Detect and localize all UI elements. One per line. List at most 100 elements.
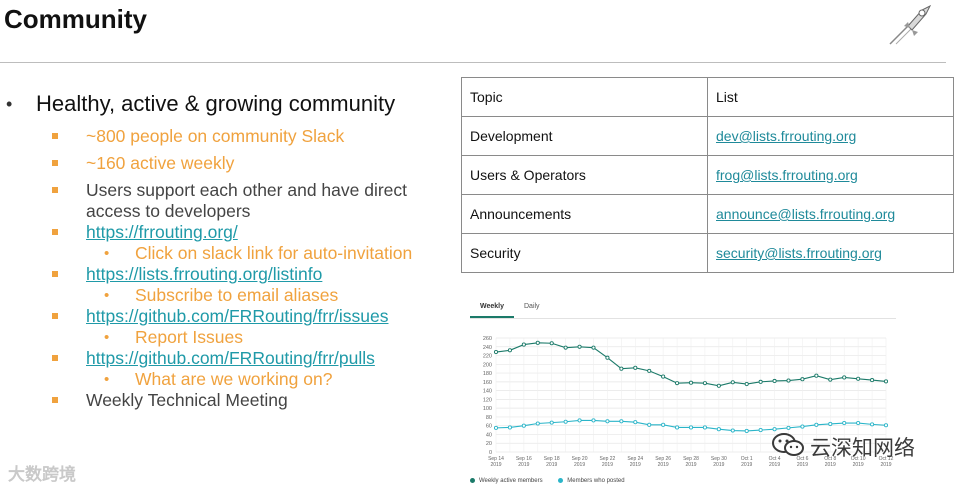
data-point-series-1 <box>842 421 847 426</box>
legend-label-weekly-active: Weekly active members <box>479 478 543 485</box>
data-point-series-1 <box>549 420 554 425</box>
data-point-series-1 <box>856 421 861 426</box>
legend-dot-icon <box>470 478 475 483</box>
x-tick-label: Sep 26 <box>655 456 671 462</box>
sub-bullet-slack-invite: • Click on slack link for auto-invitatio… <box>0 243 450 264</box>
bullet-dot-icon: • <box>104 371 110 388</box>
y-tick-label: 80 <box>486 415 492 421</box>
x-tick-label: Oct 4 <box>769 456 781 462</box>
link-frrouting-site[interactable]: https://frrouting.org/ <box>0 222 450 243</box>
link-github-pulls[interactable]: https://github.com/FRRouting/frr/pulls <box>0 348 450 369</box>
tab-weekly[interactable]: Weekly <box>480 303 504 310</box>
bullet-meeting: Weekly Technical Meeting <box>0 390 450 411</box>
table-row: Users & Operators frog@lists.frrouting.o… <box>461 155 954 195</box>
data-point-series-1 <box>800 424 805 429</box>
square-bullet-icon <box>52 229 58 235</box>
x-tick-year-label: 2019 <box>880 462 891 468</box>
bullet-dot-icon: • <box>104 245 110 262</box>
chart-legend: Weekly active members Members who posted <box>470 478 639 484</box>
y-tick-label: 240 <box>483 345 492 351</box>
watermark-right: 云深知网络 <box>810 437 915 460</box>
x-tick-label: Oct 12 <box>879 456 894 462</box>
data-point-series-1 <box>716 427 721 432</box>
data-point-series-1 <box>577 418 582 423</box>
email-link-frog[interactable]: frog@lists.frrouting.org <box>716 167 858 183</box>
data-point-series-0 <box>730 380 735 385</box>
table-row: Security security@lists.frrouting.org <box>461 233 954 273</box>
data-point-series-0 <box>772 378 777 384</box>
x-tick-label: Sep 18 <box>544 456 560 462</box>
data-point-series-1 <box>647 422 652 427</box>
wechat-icon <box>772 433 804 456</box>
data-point-series-0 <box>688 380 694 385</box>
data-point-series-1 <box>828 421 833 426</box>
data-point-series-0 <box>633 365 638 370</box>
x-tick-year-label: 2019 <box>769 462 780 468</box>
email-link-security[interactable]: security@lists.frrouting.org <box>716 245 882 261</box>
link-listinfo-text[interactable]: https://lists.frrouting.org/listinfo <box>86 264 323 284</box>
legend-dot-icon <box>558 478 564 483</box>
x-tick-year-label: 2019 <box>658 462 669 468</box>
title-divider <box>0 62 946 63</box>
sub-bullet-subscribe: • Subscribe to email aliases <box>0 285 450 306</box>
bullet-list: • Healthy, active & growing community ~8… <box>0 88 450 411</box>
legend-label-posted: Members who posted <box>567 478 625 485</box>
table-header-topic: Topic <box>461 77 708 117</box>
email-link-dev[interactable]: dev@lists.frrouting.org <box>716 128 857 144</box>
data-point-series-0 <box>716 383 721 388</box>
table-row: Development dev@lists.frrouting.org <box>461 116 954 156</box>
data-point-series-0 <box>507 348 512 353</box>
table-cell-topic: Development <box>461 116 708 156</box>
rocket-icon <box>889 4 932 45</box>
bullet-active-weekly-text: ~160 active weekly <box>86 153 235 173</box>
y-tick-label: 260 <box>483 336 492 342</box>
x-tick-label: Oct 1 <box>741 456 753 462</box>
bullet-slack-people: ~800 people on community Slack <box>0 126 450 147</box>
tab-daily[interactable]: Daily <box>524 303 540 310</box>
data-point-series-0 <box>800 377 805 382</box>
x-tick-year-label: 2019 <box>825 462 836 468</box>
data-point-series-0 <box>661 374 666 379</box>
legend-item-posted: Members who posted <box>558 478 625 485</box>
x-tick-year-label: 2019 <box>741 462 752 468</box>
bullet-support: Users support each other and have direct… <box>0 180 450 222</box>
table-cell-list: announce@lists.frrouting.org <box>707 194 954 234</box>
bullet-active-weekly: ~160 active weekly <box>0 153 450 174</box>
data-point-series-0 <box>744 381 749 387</box>
x-tick-year-label: 2019 <box>518 462 529 468</box>
table-header-list: List <box>707 77 954 117</box>
active-tab-indicator <box>470 316 514 318</box>
y-tick-label: 0 <box>489 450 492 456</box>
data-point-series-1 <box>535 421 540 426</box>
data-point-series-0 <box>577 344 582 349</box>
chart-tab-bar: Weekly Daily <box>470 296 896 319</box>
data-point-series-0 <box>814 373 819 378</box>
x-tick-year-label: 2019 <box>797 462 808 468</box>
data-point-series-1 <box>814 422 819 427</box>
bullet-meeting-text: Weekly Technical Meeting <box>86 390 288 410</box>
sub-bullet-report-issues: • Report Issues <box>0 327 450 348</box>
link-frrouting-site-text[interactable]: https://frrouting.org/ <box>86 222 238 242</box>
x-tick-label: Sep 20 <box>572 456 588 462</box>
link-listinfo[interactable]: https://lists.frrouting.org/listinfo <box>0 264 450 285</box>
bullet-slack-people-text: ~800 people on community Slack <box>86 126 345 146</box>
sub-bullet-slack-invite-text: Click on slack link for auto-invitation <box>135 243 413 263</box>
y-tick-label: 200 <box>483 362 492 368</box>
data-point-series-1 <box>730 428 735 433</box>
data-point-series-1 <box>563 419 568 424</box>
link-github-issues[interactable]: https://github.com/FRRouting/frr/issues <box>0 306 450 327</box>
sub-bullet-working-on-text: What are we working on? <box>135 369 333 389</box>
email-link-announce[interactable]: announce@lists.frrouting.org <box>716 206 896 222</box>
data-point-series-0 <box>647 368 652 373</box>
link-github-issues-text[interactable]: https://github.com/FRRouting/frr/issues <box>86 306 389 326</box>
data-point-series-1 <box>605 419 610 424</box>
square-bullet-icon <box>52 397 58 403</box>
link-github-pulls-text[interactable]: https://github.com/FRRouting/frr/pulls <box>86 348 375 368</box>
sub-bullet-working-on: • What are we working on? <box>0 369 450 390</box>
y-tick-label: 40 <box>486 432 492 438</box>
data-point-series-0 <box>619 366 624 371</box>
data-point-series-1 <box>633 420 638 425</box>
mailing-list-table: Topic List Development dev@lists.frrouti… <box>461 77 954 273</box>
data-point-series-1 <box>702 425 707 430</box>
table-cell-topic: Security <box>461 233 708 273</box>
